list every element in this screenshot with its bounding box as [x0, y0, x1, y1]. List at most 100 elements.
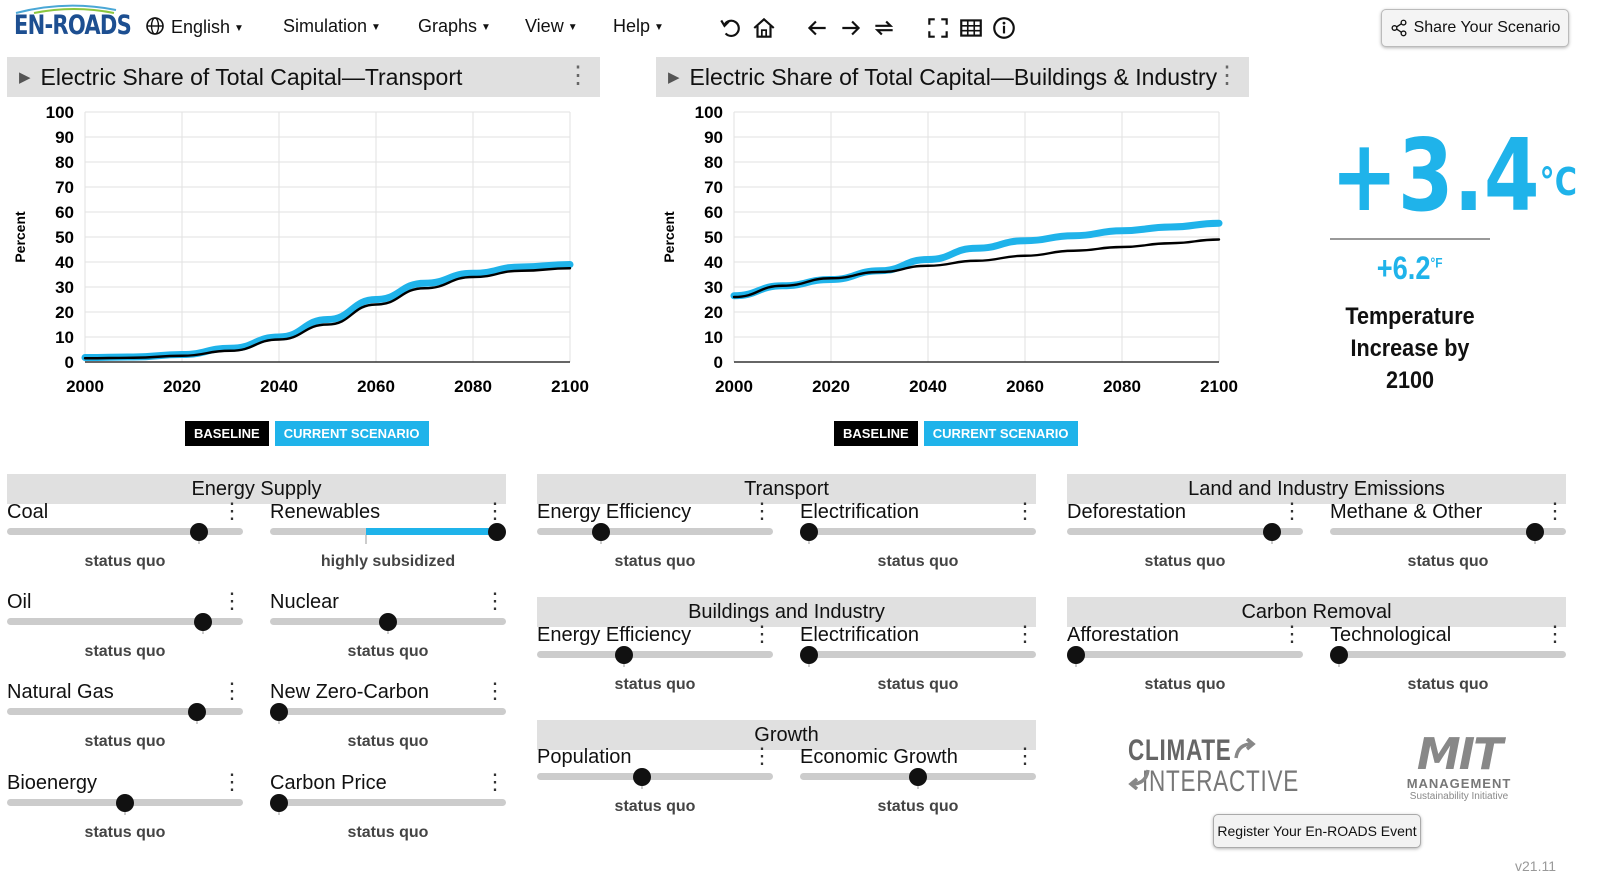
slider-handle[interactable]	[190, 523, 209, 541]
slider-handle[interactable]	[116, 794, 134, 812]
slider-economic-growth[interactable]: Economic Growth ⋮ status quo	[800, 743, 1036, 826]
more-options-icon[interactable]: ⋮	[751, 743, 773, 768]
slider-handle[interactable]	[488, 523, 506, 541]
slider-population[interactable]: Population ⋮ status quo	[537, 743, 773, 826]
slider-handle[interactable]	[379, 613, 397, 631]
slider-handle[interactable]	[632, 768, 651, 786]
slider-deforestation[interactable]: Deforestation ⋮ status quo	[1067, 498, 1303, 581]
undo-icon[interactable]	[718, 15, 744, 41]
slider-track[interactable]	[800, 651, 1036, 658]
more-options-icon[interactable]: ⋮	[566, 62, 590, 89]
more-options-icon[interactable]: ⋮	[484, 498, 506, 523]
more-options-icon[interactable]: ⋮	[1544, 498, 1566, 523]
table-icon[interactable]	[958, 15, 984, 41]
slider-track[interactable]	[800, 528, 1036, 535]
info-icon[interactable]	[991, 15, 1017, 41]
arrow-left-icon[interactable]	[804, 15, 830, 41]
slider-track[interactable]	[7, 708, 243, 715]
arrow-right-icon[interactable]	[838, 15, 864, 41]
chart-header-buildings[interactable]: ▶ Electric Share of Total Capital—Buildi…	[656, 57, 1249, 97]
more-options-icon[interactable]: ⋮	[1281, 498, 1303, 523]
slider-buildings-electrification[interactable]: Electrification ⋮ status quo	[800, 621, 1036, 704]
slider-track[interactable]	[1067, 651, 1303, 658]
more-options-icon[interactable]: ⋮	[1014, 498, 1036, 523]
chart-header-transport[interactable]: ▶ Electric Share of Total Capital—Transp…	[7, 57, 600, 97]
slider-track[interactable]	[1330, 528, 1566, 535]
graphs-menu[interactable]: Graphs ▼	[418, 16, 491, 37]
slider-track[interactable]	[537, 773, 773, 780]
slider-track[interactable]	[7, 528, 243, 535]
language-menu[interactable]: English ▼	[145, 16, 244, 38]
more-options-icon[interactable]: ⋮	[1281, 621, 1303, 646]
fullscreen-icon[interactable]	[925, 15, 951, 41]
expand-triangle-icon[interactable]: ▶	[668, 69, 680, 86]
slider-handle[interactable]	[187, 703, 206, 721]
expand-triangle-icon[interactable]: ▶	[19, 69, 31, 86]
slider-carbon-price[interactable]: Carbon Price ⋮ status quo	[270, 769, 506, 852]
slider-nuclear[interactable]: Nuclear ⋮ status quo	[270, 588, 506, 671]
register-event-button[interactable]: Register Your En-ROADS Event	[1213, 814, 1421, 848]
slider-handle[interactable]	[1526, 523, 1545, 541]
slider-oil[interactable]: Oil ⋮ status quo	[7, 588, 243, 671]
slider-handle[interactable]	[270, 703, 288, 721]
en-roads-logo[interactable]: EN-ROADS	[14, 4, 164, 41]
mit-management-logo[interactable]: MIT MANAGEMENT Sustainability Initiative	[1394, 733, 1524, 803]
legend-current-scenario[interactable]: CURRENT SCENARIO	[274, 421, 429, 446]
slider-track[interactable]	[537, 528, 773, 535]
legend-baseline[interactable]: BASELINE	[185, 421, 269, 446]
slider-methane[interactable]: Methane & Other ⋮ status quo	[1330, 498, 1566, 581]
swap-icon[interactable]	[871, 15, 897, 41]
slider-coal[interactable]: Coal ⋮ status quo	[7, 498, 243, 581]
more-options-icon[interactable]: ⋮	[221, 769, 243, 794]
slider-handle[interactable]	[909, 768, 927, 786]
more-options-icon[interactable]: ⋮	[751, 621, 773, 646]
help-menu[interactable]: Help ▼	[613, 16, 664, 37]
slider-handle[interactable]	[1330, 646, 1348, 664]
slider-handle[interactable]	[591, 523, 610, 541]
legend-baseline[interactable]: BASELINE	[834, 421, 918, 446]
slider-buildings-efficiency[interactable]: Energy Efficiency ⋮ status quo	[537, 621, 773, 704]
slider-new-zero-carbon[interactable]: New Zero-Carbon ⋮ status quo	[270, 678, 506, 761]
slider-track[interactable]	[537, 651, 773, 658]
simulation-menu[interactable]: Simulation ▼	[283, 16, 381, 37]
slider-handle[interactable]	[800, 523, 818, 541]
slider-transport-electrification[interactable]: Electrification ⋮ status quo	[800, 498, 1036, 581]
more-options-icon[interactable]: ⋮	[484, 769, 506, 794]
slider-track[interactable]	[270, 799, 506, 806]
temperature-label-line1: Temperature	[1345, 303, 1475, 330]
more-options-icon[interactable]: ⋮	[221, 588, 243, 613]
fahrenheit-unit: °F	[1430, 254, 1443, 271]
slider-bioenergy[interactable]: Bioenergy ⋮ status quo	[7, 769, 243, 852]
more-options-icon[interactable]: ⋮	[751, 498, 773, 523]
slider-track[interactable]	[1330, 651, 1566, 658]
slider-handle[interactable]	[270, 794, 288, 812]
share-scenario-button[interactable]: Share Your Scenario	[1381, 9, 1569, 47]
legend-current-scenario[interactable]: CURRENT SCENARIO	[923, 421, 1078, 446]
slider-natural-gas[interactable]: Natural Gas ⋮ status quo	[7, 678, 243, 761]
slider-renewables[interactable]: Renewables ⋮ highly subsidized	[270, 498, 506, 581]
slider-track[interactable]	[270, 708, 506, 715]
slider-track[interactable]	[7, 618, 243, 625]
slider-afforestation[interactable]: Afforestation ⋮ status quo	[1067, 621, 1303, 704]
slider-handle[interactable]	[615, 646, 634, 664]
slider-handle[interactable]	[194, 613, 213, 631]
climate-interactive-logo[interactable]: CLIMATE INTERACTIVE	[1128, 736, 1351, 798]
y-tick-label: 0	[65, 353, 74, 372]
more-options-icon[interactable]: ⋮	[1014, 743, 1036, 768]
more-options-icon[interactable]: ⋮	[484, 678, 506, 703]
slider-handle[interactable]	[800, 646, 818, 664]
more-options-icon[interactable]: ⋮	[1215, 62, 1239, 89]
view-menu[interactable]: View ▼	[525, 16, 578, 37]
more-options-icon[interactable]: ⋮	[221, 498, 243, 523]
slider-track[interactable]	[1067, 528, 1303, 535]
home-icon[interactable]	[751, 15, 777, 41]
more-options-icon[interactable]: ⋮	[221, 678, 243, 703]
more-options-icon[interactable]: ⋮	[484, 588, 506, 613]
slider-technological[interactable]: Technological ⋮ status quo	[1330, 621, 1566, 704]
slider-handle[interactable]	[1263, 523, 1282, 541]
more-options-icon[interactable]: ⋮	[1544, 621, 1566, 646]
slider-transport-efficiency[interactable]: Energy Efficiency ⋮ status quo	[537, 498, 773, 581]
simulation-label: Simulation	[283, 16, 368, 36]
more-options-icon[interactable]: ⋮	[1014, 621, 1036, 646]
slider-handle[interactable]	[1067, 646, 1085, 664]
